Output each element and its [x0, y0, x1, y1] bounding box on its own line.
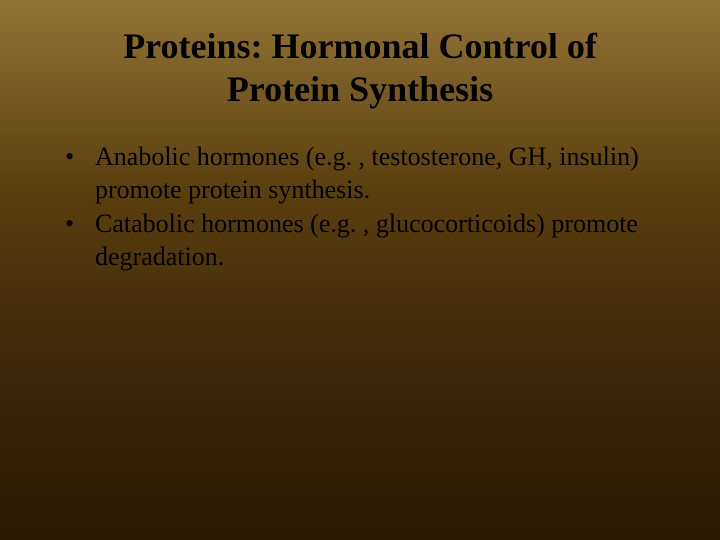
- slide-container: Proteins: Hormonal Control of Protein Sy…: [0, 0, 720, 540]
- bullet-item: Anabolic hormones (e.g. , testosterone, …: [65, 141, 670, 206]
- bullet-item: Catabolic hormones (e.g. , glucocorticoi…: [65, 208, 670, 273]
- slide-title: Proteins: Hormonal Control of Protein Sy…: [50, 25, 670, 111]
- bullet-list: Anabolic hormones (e.g. , testosterone, …: [50, 141, 670, 273]
